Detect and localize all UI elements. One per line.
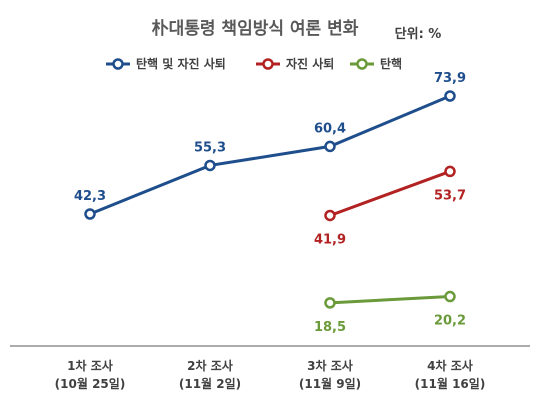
- data-label-2-3: 20,2: [434, 314, 466, 329]
- data-point-0-3: [444, 90, 456, 102]
- legend-marker-0: [112, 58, 124, 70]
- x-tick-label-0: 1차 조사 (10월 25일): [55, 358, 126, 391]
- legend-marker-1: [262, 58, 274, 70]
- legend: 탄핵 및 자진 사퇴 자진 사퇴 탄핵: [106, 56, 402, 71]
- data-point-1-2: [324, 209, 336, 222]
- series-line-2: [329, 295, 451, 305]
- data-label-0-0: 42,3: [74, 189, 106, 204]
- x-tick-label-2: 3차 조사 (11월 9일): [299, 358, 361, 391]
- x-tick-label-3: 4차 조사 (11월 16일): [415, 358, 486, 391]
- plot-area: 42,3 55,3 60,4 73,9 41,9 53,7 18,5 20,2: [74, 71, 466, 335]
- data-point-1-3: [444, 165, 456, 178]
- unit-label: 단위: %: [395, 26, 442, 42]
- data-label-1-2: 41,9: [314, 232, 346, 247]
- data-label-0-1: 55,3: [194, 140, 226, 155]
- data-point-2-2: [324, 297, 336, 309]
- data-label-0-2: 60,4: [314, 121, 346, 136]
- data-point-0-2: [324, 140, 336, 153]
- data-point-2-3: [444, 290, 456, 303]
- data-point-0-0: [84, 208, 96, 220]
- data-label-2-2: 18,5: [314, 320, 346, 335]
- legend-label-1: 자진 사퇴: [286, 56, 334, 71]
- x-tick-label-1: 2차 조사 (11월 2일): [179, 358, 241, 391]
- series-line-0: [89, 94, 451, 216]
- chart-title: 朴대통령 책임방식 여론 변화: [152, 18, 359, 39]
- legend-marker-2: [356, 58, 368, 70]
- legend-label-0: 탄핵 및 자진 사퇴: [136, 56, 226, 71]
- data-point-0-1: [204, 159, 216, 172]
- x-axis-ticks: 1차 조사 (10월 25일) 2차 조사 (11월 2일) 3차 조사 (11월 9일)…: [55, 358, 486, 391]
- data-label-1-3: 53,7: [434, 188, 466, 203]
- data-label-0-3: 73,9: [434, 71, 466, 86]
- series-line-1: [329, 170, 451, 217]
- legend-label-2: 탄핵: [380, 56, 402, 71]
